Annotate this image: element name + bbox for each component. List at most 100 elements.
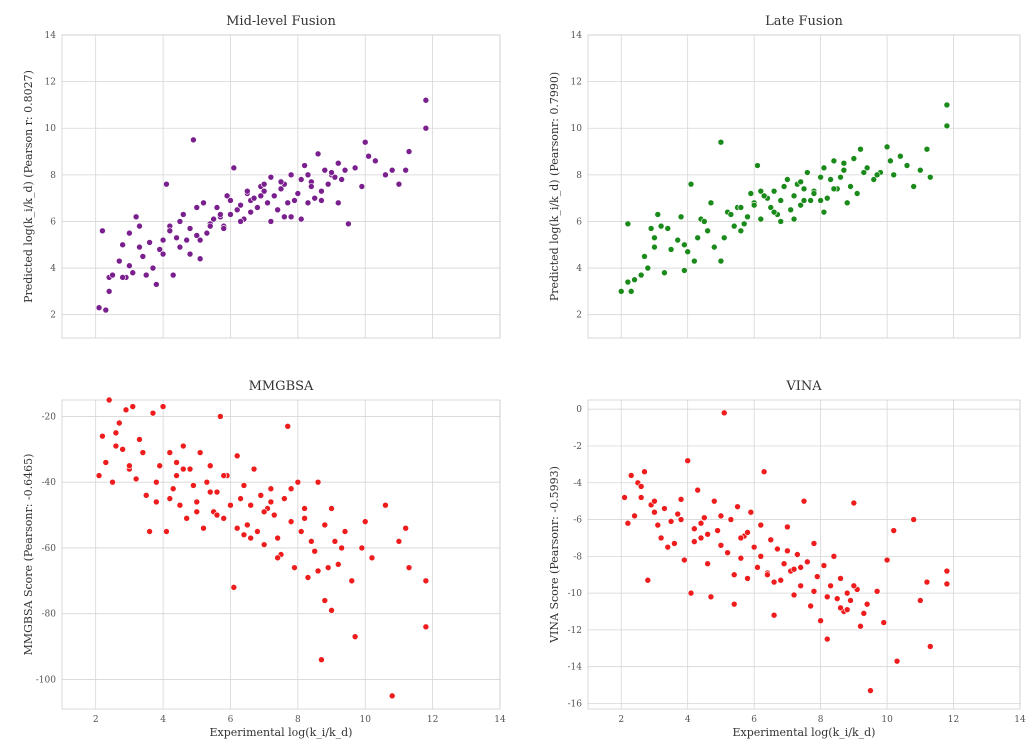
data-point (186, 250, 194, 258)
data-point (651, 497, 658, 505)
data-point (257, 492, 265, 499)
data-point (691, 538, 698, 545)
data-point (237, 201, 244, 209)
data-point (139, 253, 147, 260)
data-point (624, 220, 632, 228)
x-tick-label: 12 (948, 715, 959, 725)
data-point (334, 199, 342, 207)
data-point (395, 538, 403, 545)
data-point (149, 264, 157, 272)
data-point (641, 468, 648, 476)
data-point (644, 576, 652, 584)
data-point (146, 528, 153, 535)
data-point (684, 248, 691, 256)
data-point (314, 567, 322, 575)
data-point (810, 190, 818, 197)
data-point (797, 178, 804, 186)
data-point (173, 472, 180, 479)
data-point (159, 403, 167, 410)
data-point (637, 494, 645, 501)
data-point (923, 145, 931, 153)
data-point (176, 218, 184, 225)
x-tick-label: 12 (427, 715, 438, 725)
data-point (631, 276, 638, 284)
data-point (820, 562, 828, 569)
data-point (744, 575, 751, 582)
data-point (870, 176, 878, 183)
y-axis-label: VINA Score (Pearsonr: -0.5993) (548, 466, 561, 644)
data-point (351, 633, 359, 640)
data-point (334, 159, 342, 167)
data-point (274, 534, 281, 542)
data-point (244, 187, 251, 195)
data-point (830, 185, 838, 193)
data-point (301, 162, 308, 169)
data-point (183, 236, 190, 244)
data-point (827, 582, 834, 590)
data-point (179, 465, 187, 473)
data-point (186, 465, 194, 473)
data-point (710, 497, 718, 505)
data-point (388, 692, 396, 700)
data-point (153, 498, 160, 506)
data-point (750, 201, 758, 209)
data-point (260, 187, 268, 195)
y-tick-label: -14 (568, 663, 583, 673)
data-point (99, 432, 106, 440)
data-point (817, 617, 824, 625)
data-point (701, 218, 708, 225)
data-point (173, 459, 180, 466)
data-point (817, 173, 824, 181)
data-point (318, 197, 325, 204)
data-point (109, 271, 116, 279)
data-point (843, 606, 851, 613)
plot-area: 2 4 6 8 10 12 14 (571, 31, 1021, 339)
data-point (328, 607, 335, 614)
data-point (810, 540, 818, 547)
data-point (687, 589, 695, 597)
data-point (213, 204, 221, 211)
data-point (657, 534, 665, 542)
data-point (754, 564, 761, 571)
data-point (923, 578, 931, 586)
data-point (284, 422, 292, 430)
data-point (311, 547, 318, 555)
data-point (126, 462, 133, 470)
data-point (727, 211, 735, 218)
data-point (661, 269, 668, 277)
data-point (827, 176, 834, 183)
data-point (757, 187, 765, 195)
data-point (382, 501, 389, 509)
y-tick-label: 12 (571, 78, 582, 88)
data-point (664, 225, 672, 232)
y-tick-label: 2 (50, 311, 56, 321)
data-point (804, 558, 811, 566)
data-point (687, 180, 695, 188)
data-point (220, 225, 228, 232)
data-point (833, 595, 841, 602)
data-point (847, 183, 854, 190)
data-point (863, 164, 871, 172)
data-point (250, 194, 258, 202)
y-tick-label: -2 (573, 442, 582, 452)
data-point (213, 511, 221, 519)
data-point (304, 199, 312, 207)
data-point (382, 171, 389, 179)
data-point (777, 197, 785, 204)
data-point (314, 478, 322, 486)
data-point (777, 218, 785, 225)
data-point (757, 521, 765, 529)
data-point (220, 515, 228, 522)
data-point (331, 538, 339, 545)
data-point (304, 171, 312, 179)
x-tick-label: 8 (295, 715, 301, 725)
data-point (657, 222, 665, 230)
data-point (196, 449, 204, 456)
data-point (627, 472, 635, 479)
data-point (159, 250, 167, 258)
data-point (873, 171, 881, 179)
data-point (651, 234, 658, 242)
data-point (301, 515, 308, 522)
data-point (372, 157, 379, 165)
